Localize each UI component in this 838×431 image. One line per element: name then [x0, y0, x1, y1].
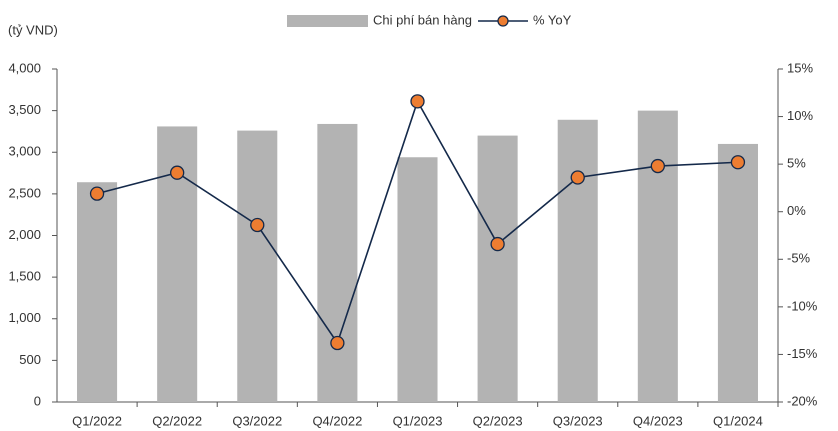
y-tick-label: 1,500 [8, 269, 41, 284]
y2-tick-label: 0% [787, 203, 806, 218]
marker [410, 94, 425, 109]
bar [557, 119, 598, 402]
y2-tick-label: -5% [787, 251, 811, 266]
x-tick-label: Q3/2022 [232, 413, 282, 428]
marker [730, 155, 746, 170]
y2-tick-label: 15% [787, 60, 813, 75]
y2-tick-label: -10% [787, 298, 818, 313]
y2-tick-label: -15% [787, 346, 818, 361]
bar [77, 182, 118, 402]
marker [650, 158, 665, 174]
y-tick-label: 2,000 [8, 227, 41, 242]
x-tick-label: Q2/2022 [152, 413, 202, 428]
x-tick-label: Q4/2022 [312, 413, 362, 428]
y-tick-label: 1,000 [8, 310, 41, 325]
x-tick-label: Q1/2023 [393, 413, 443, 428]
bar [637, 110, 678, 402]
y-tick-label: 4,000 [8, 60, 41, 75]
y-tick-label: 500 [19, 352, 41, 367]
marker [570, 170, 585, 185]
marker [89, 186, 105, 201]
y-tick-label: 3,500 [8, 102, 41, 117]
bar [317, 123, 358, 402]
x-tick-label: Q1/2022 [72, 413, 122, 428]
legend-label: Chi phí bán hàng [373, 12, 472, 27]
legend-marker [497, 15, 509, 27]
bar [397, 157, 438, 402]
marker [170, 165, 185, 180]
y-tick-label: 3,000 [8, 144, 41, 159]
y2-tick-label: 10% [787, 108, 813, 123]
bar [477, 135, 518, 402]
marker [250, 217, 265, 233]
marker [490, 236, 505, 252]
marker [330, 335, 345, 351]
legend-swatch [287, 15, 368, 27]
x-tick-label: Q3/2023 [553, 413, 603, 428]
y2-tick-label: 5% [787, 156, 806, 171]
y2-tick-label: -20% [787, 393, 818, 408]
x-tick-label: Q2/2023 [473, 413, 523, 428]
x-tick-label: Q4/2023 [633, 413, 683, 428]
bar [717, 143, 758, 403]
x-tick-label: Q1/2024 [713, 413, 763, 428]
y-tick-label: 0 [34, 393, 41, 408]
y-tick-label: 2,500 [8, 185, 41, 200]
y-axis-label: (tỷ VND) [8, 22, 58, 37]
legend-label: % YoY [533, 12, 572, 27]
bar [237, 130, 278, 403]
